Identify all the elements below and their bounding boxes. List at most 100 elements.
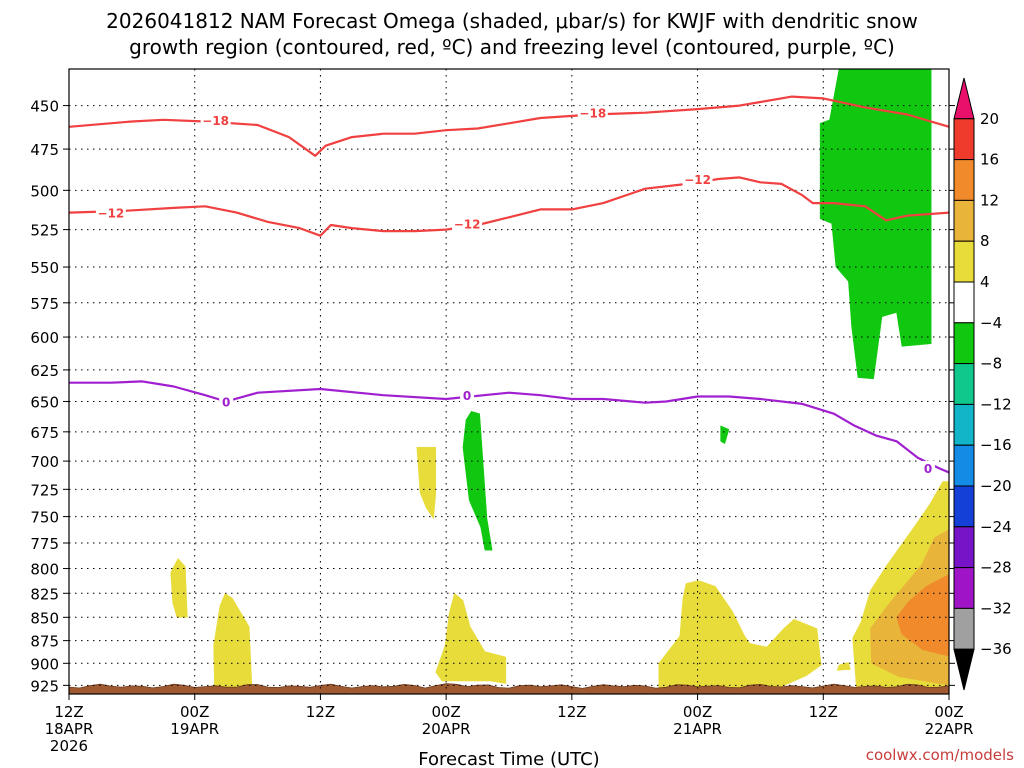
contour-label-bg — [95, 205, 126, 220]
y-tick-label: 825 — [30, 585, 59, 603]
colorbar-swatch — [953, 485, 975, 528]
y-tick-label: 875 — [30, 633, 59, 651]
colorbar-swatch — [953, 526, 975, 569]
omega-region-1-4 — [658, 580, 822, 694]
colorbar-swatch — [953, 567, 975, 609]
x-axis-title: Forecast Time (UTC) — [418, 749, 599, 768]
y-tick-label: 675 — [30, 424, 59, 442]
y-tick-label: 775 — [30, 535, 59, 553]
contour-label-bg — [452, 216, 483, 231]
y-tick-label: 500 — [30, 182, 59, 200]
contour-label: −18 — [202, 114, 229, 128]
contour-label: −18 — [579, 107, 606, 121]
y-tick-label: 800 — [30, 561, 59, 579]
contour-label-bg — [219, 394, 234, 409]
colorbar-label: −20 — [980, 477, 1012, 495]
contour-label-bg — [460, 388, 475, 403]
x-tick-label: 2026 — [50, 737, 88, 755]
omega-region-0-0 — [819, 69, 932, 380]
colorbar-label: −32 — [980, 599, 1012, 617]
contour-label-bg — [200, 112, 231, 127]
colorbar-swatch — [953, 118, 975, 161]
chart-title-line-2: growth region (contoured, red, ºC) and f… — [129, 35, 895, 59]
colorbar-swatch — [953, 281, 975, 324]
contour-line-1 — [69, 176, 949, 237]
y-tick-label: 750 — [30, 509, 59, 527]
omega-region-1-0 — [416, 446, 436, 520]
contour-line-0 — [69, 95, 949, 157]
x-tick-label: 12Z — [306, 703, 335, 721]
contour-label-bg — [682, 172, 713, 187]
colorbar-swatch — [953, 403, 975, 446]
x-tick-label: 00Z — [683, 703, 712, 721]
temperature-contours: −18 −18 −12 −12 −12 0 0 0 — [69, 95, 949, 476]
y-tick-label: 525 — [30, 222, 59, 240]
x-tick-label: 18APR — [45, 720, 94, 738]
colorbar-top-triangle — [953, 77, 975, 120]
colorbar-swatch — [953, 199, 975, 242]
x-tick-label: 12Z — [54, 703, 83, 721]
y-tick-label: 700 — [30, 453, 59, 471]
omega-region-0-1 — [462, 411, 493, 551]
x-tick-label: 22APR — [925, 720, 974, 738]
x-tick-label: 12Z — [809, 703, 838, 721]
colorbar-bottom-triangle — [953, 648, 975, 691]
colorbar-label: −36 — [980, 640, 1012, 658]
colorbar-swatch — [953, 444, 975, 487]
colorbar-label: 16 — [980, 151, 999, 169]
contour-label: −12 — [98, 207, 125, 221]
contour-label: 0 — [222, 395, 230, 409]
contour-line-2 — [69, 380, 949, 474]
colorbar-label: −12 — [980, 395, 1012, 413]
y-tick-label: 650 — [30, 393, 59, 411]
y-tick-label: 475 — [30, 141, 59, 159]
terrain — [69, 683, 949, 694]
colorbar-label: −16 — [980, 436, 1012, 454]
gridlines — [69, 69, 949, 694]
x-tick-label: 00Z — [934, 703, 963, 721]
x-tick-label: 19APR — [170, 720, 219, 738]
colorbar-label: 12 — [980, 191, 999, 209]
colorbar-swatch — [953, 363, 975, 405]
x-tick-label: 21APR — [673, 720, 722, 738]
colorbar-label: −24 — [980, 518, 1012, 536]
contour-label: −12 — [454, 217, 481, 231]
contour-label: 0 — [924, 462, 932, 476]
y-tick-label: 900 — [30, 655, 59, 673]
contour-label: 0 — [463, 389, 471, 403]
colorbar: 20 16 12 8 4 −4 −8 −12 −16 −20 −24 −28 −32 −36 — [953, 77, 1012, 691]
chart-title-line-1: 2026041812 NAM Forecast Omega (shaded, μ… — [106, 9, 918, 33]
contour-label-bg — [921, 460, 936, 475]
y-tick-label: 575 — [30, 295, 59, 313]
y-tick-label: 850 — [30, 609, 59, 627]
omega-shading — [170, 69, 949, 694]
colorbar-swatch — [953, 240, 975, 283]
omega-region-0-2 — [720, 425, 730, 445]
y-axis: 450 475 500 525 550 575 600 625 650 675 700 725 750 7… — [30, 98, 955, 695]
credit-label: coolwx.com/models — [866, 746, 1014, 764]
omega-region-1-1 — [170, 557, 188, 618]
colorbar-label: −28 — [980, 559, 1012, 577]
omega-region-3-1 — [919, 599, 939, 626]
contour-label-bg — [577, 105, 608, 120]
colorbar-label: 20 — [980, 110, 999, 128]
y-tick-label: 625 — [30, 362, 59, 380]
y-tick-label: 600 — [30, 329, 59, 347]
y-tick-label: 550 — [30, 259, 59, 277]
x-tick-label: 00Z — [180, 703, 209, 721]
y-tick-label: 725 — [30, 481, 59, 499]
colorbar-label: 4 — [980, 273, 990, 291]
plot-frame — [68, 68, 950, 695]
omega-region-1-2 — [213, 592, 253, 694]
colorbar-swatch — [953, 159, 975, 201]
x-tick-label: 00Z — [431, 703, 460, 721]
colorbar-label: −8 — [980, 355, 1002, 373]
colorbar-swatch — [953, 322, 975, 365]
terrain-fill — [69, 683, 949, 694]
x-tick-label: 12Z — [557, 703, 586, 721]
colorbar-label: 8 — [980, 232, 990, 250]
colorbar-swatch — [953, 607, 975, 650]
colorbar-label: −4 — [980, 314, 1002, 332]
